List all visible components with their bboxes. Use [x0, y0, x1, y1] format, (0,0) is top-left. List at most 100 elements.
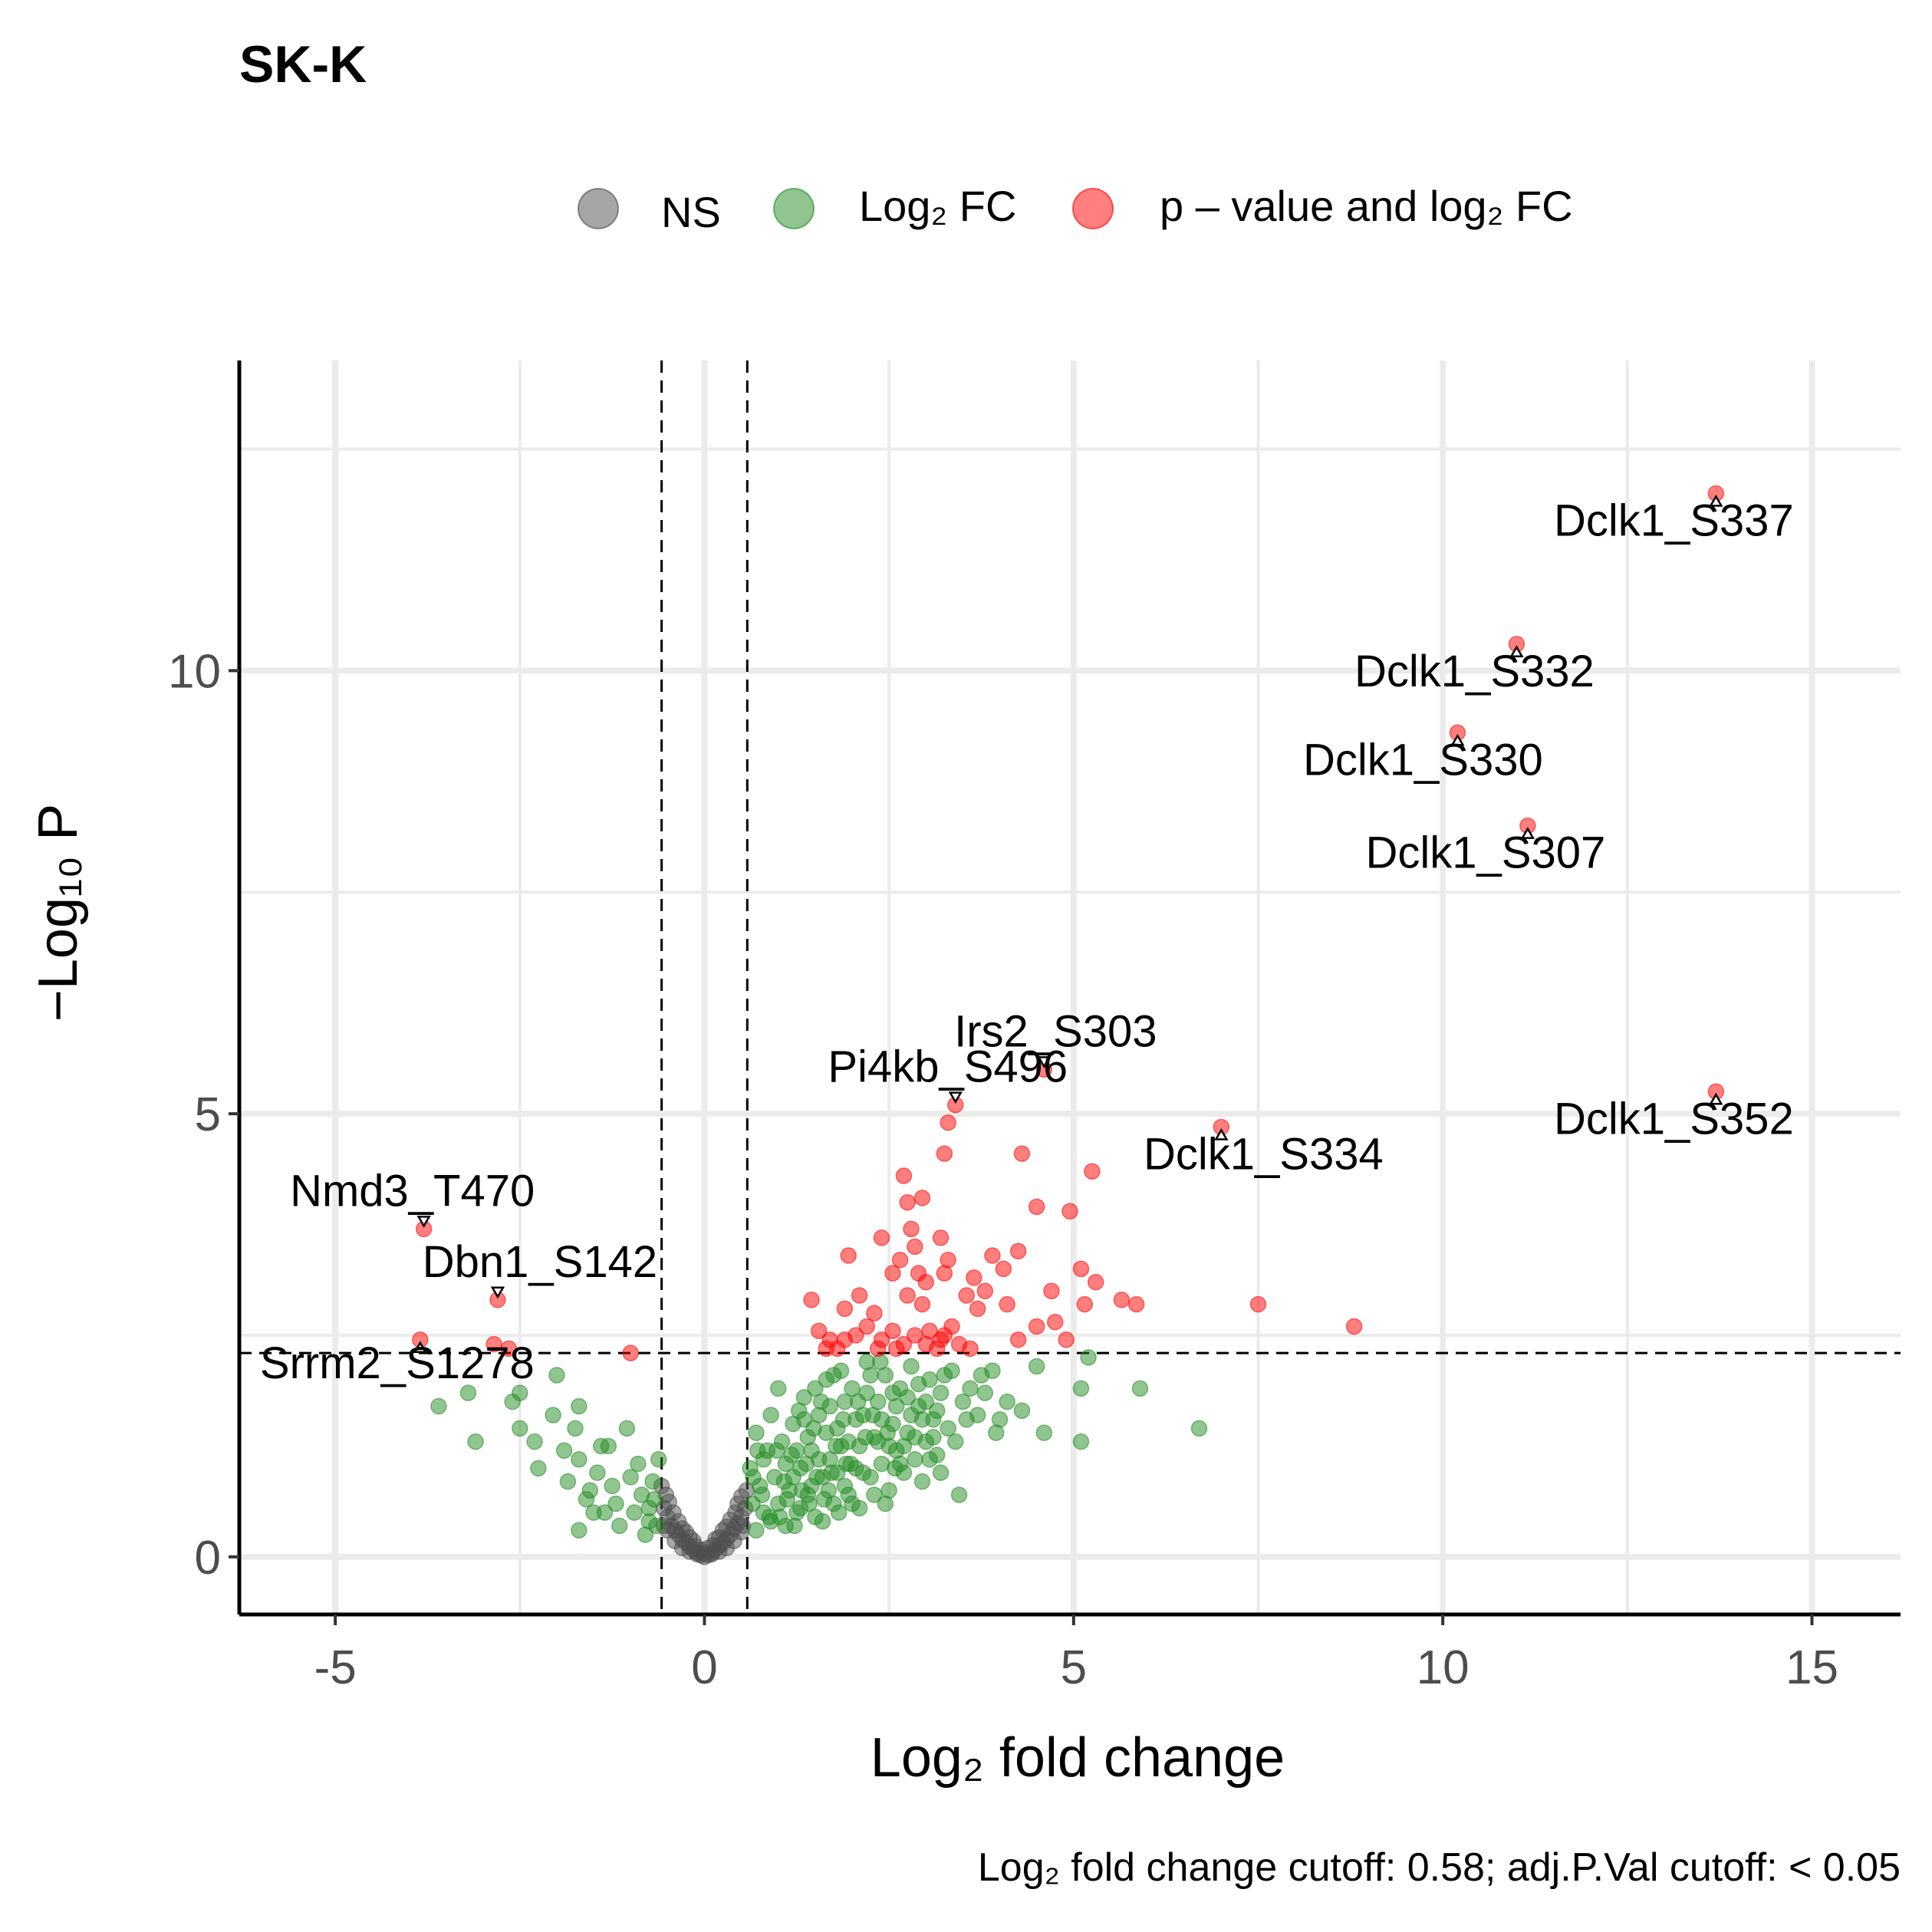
point-sig: [936, 1265, 953, 1282]
point-label: Dclk1_S352: [1554, 1094, 1794, 1144]
point-fc: [854, 1464, 872, 1481]
point-fc: [749, 1442, 766, 1459]
point-sig: [1013, 1145, 1031, 1162]
label-pointer: [948, 1091, 963, 1104]
point-fc: [790, 1402, 808, 1419]
point-fc: [1035, 1424, 1053, 1441]
label-pointer: [490, 1286, 505, 1299]
point-sig: [1009, 1242, 1027, 1260]
point-fc: [913, 1473, 931, 1490]
point-sig: [1061, 1203, 1078, 1220]
point-fc: [748, 1522, 765, 1539]
point-sig: [818, 1340, 835, 1358]
point-sig: [840, 1247, 857, 1264]
point-fc: [459, 1384, 477, 1401]
point-fc: [936, 1367, 953, 1384]
point-sig: [907, 1327, 923, 1344]
point-fc: [825, 1367, 842, 1384]
point-label: Dclk1_S334: [1144, 1129, 1384, 1179]
point-sig: [1043, 1282, 1060, 1300]
point-sig: [936, 1145, 953, 1162]
point-sig: [903, 1220, 920, 1238]
point-fc: [430, 1397, 447, 1415]
point-sig: [969, 1300, 986, 1318]
point-fc: [512, 1420, 528, 1437]
x-tick-label: 5: [1061, 1641, 1087, 1694]
label-pointer: [413, 1341, 428, 1354]
point-fc: [559, 1473, 577, 1490]
x-tick-label: 15: [1786, 1641, 1838, 1694]
point-sig: [962, 1340, 979, 1358]
x-tick-label: 0: [691, 1641, 717, 1694]
point-sig: [1046, 1313, 1064, 1331]
point-fc: [928, 1402, 946, 1419]
chart-title: SK-K: [239, 35, 367, 94]
point-fc: [748, 1424, 765, 1441]
point-label: Dclk1_S307: [1365, 828, 1605, 878]
point-fc: [887, 1460, 903, 1477]
point-sig: [485, 1335, 502, 1353]
point-fc: [815, 1491, 833, 1508]
point-sig: [884, 1265, 901, 1282]
point-fc: [932, 1464, 950, 1481]
point-sig: [873, 1229, 890, 1246]
legend: NS Log₂ FC p – value and log₂ FC: [578, 182, 1573, 236]
point-fc: [530, 1460, 547, 1477]
label-pointer: [1214, 1128, 1229, 1140]
point-sig: [803, 1292, 820, 1308]
point-sig: [913, 1295, 931, 1313]
point-sig: [1345, 1318, 1363, 1335]
point-label: Dclk1_S337: [1554, 495, 1794, 545]
point-fc: [793, 1482, 811, 1499]
point-fc: [866, 1486, 883, 1503]
point-sig: [1087, 1273, 1104, 1291]
point-ns: [687, 1538, 704, 1555]
point-fc: [783, 1447, 800, 1463]
point-sig: [1009, 1331, 1027, 1348]
point-fc: [940, 1420, 956, 1437]
point-sig: [999, 1295, 1015, 1313]
chart-caption: Log₂ fold change cutoff: 0.58; adj.P.Val…: [978, 1845, 1901, 1890]
point-sig: [966, 1269, 982, 1286]
point-sig: [851, 1287, 868, 1304]
point-sig: [869, 1340, 887, 1358]
point-fc: [753, 1486, 771, 1503]
point-fc: [775, 1473, 793, 1490]
point-fc: [745, 1469, 762, 1486]
point-sig: [1072, 1260, 1090, 1278]
point-sig: [500, 1340, 518, 1358]
point-fc: [801, 1495, 818, 1512]
x-tick-label: -5: [314, 1641, 357, 1694]
point-sig: [899, 1287, 916, 1304]
point-sig: [984, 1247, 1001, 1264]
legend-label-sig: p – value and log₂ FC: [1160, 182, 1573, 230]
point-fc: [932, 1384, 950, 1401]
point-fc: [999, 1393, 1015, 1410]
point-fc: [512, 1384, 528, 1401]
point-fc: [987, 1424, 1005, 1441]
point-fc: [828, 1437, 844, 1455]
legend-label-ns: NS: [661, 188, 721, 236]
point-fc: [925, 1429, 942, 1446]
label-pointer: [416, 1216, 431, 1228]
point-fc: [555, 1442, 573, 1459]
point-fc: [805, 1420, 822, 1437]
point-sig: [917, 1273, 935, 1291]
point-fc: [571, 1397, 587, 1415]
point-sig: [888, 1340, 905, 1358]
point-sig: [1028, 1318, 1045, 1335]
point-fc: [548, 1367, 565, 1384]
point-fc: [769, 1442, 785, 1459]
point-fc: [640, 1512, 658, 1530]
y-axis-title: −Log₁₀ P: [28, 804, 89, 1022]
point-fc: [958, 1411, 975, 1428]
point-sig: [907, 1238, 923, 1256]
point-fc: [864, 1407, 881, 1423]
point-label: Dbn1_S142: [423, 1237, 657, 1287]
point-fc: [571, 1451, 587, 1468]
point-fc: [526, 1433, 543, 1450]
point-fc: [769, 1380, 787, 1397]
point-sig: [891, 1252, 909, 1269]
point-fc: [581, 1482, 599, 1499]
point-fc: [611, 1517, 628, 1535]
